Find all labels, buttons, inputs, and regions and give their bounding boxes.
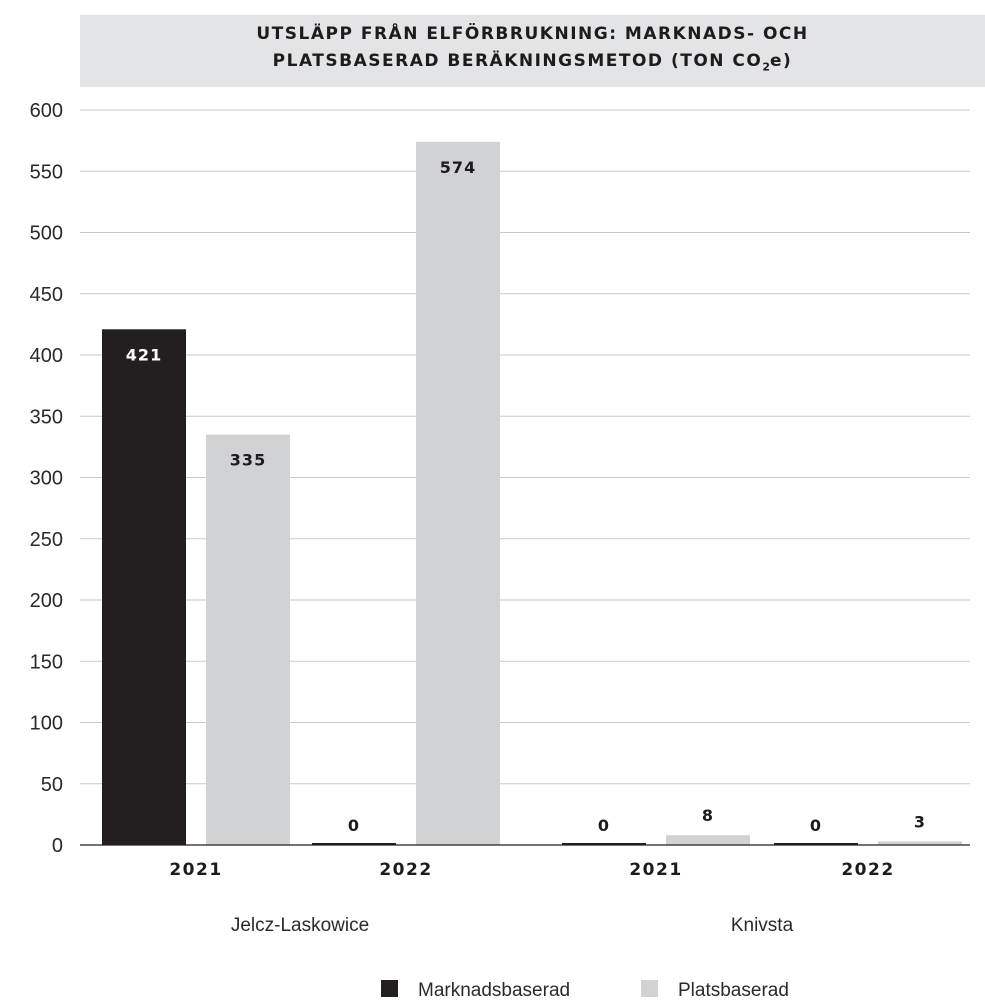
y-tick-label: 450 <box>30 284 63 306</box>
x-category-label: 2022 <box>841 860 894 880</box>
data-label: 0 <box>598 816 610 835</box>
y-axis-ticks: 0 50 100 150 200 250 300 350 400 450 500 550 600 <box>30 100 63 857</box>
x-group-label: Knivsta <box>731 915 794 936</box>
x-category-label: 2021 <box>629 860 682 880</box>
y-tick-label: 400 <box>30 345 63 367</box>
bar <box>878 841 962 845</box>
chart-title-subscript: 2 <box>762 60 771 74</box>
data-label: 3 <box>914 812 926 831</box>
chart-title: UTSLÄPP FRÅN ELFÖRBRUKNING: MARKNADS- OC… <box>80 15 985 87</box>
data-label: 0 <box>810 816 822 835</box>
y-tick-label: 50 <box>41 774 63 796</box>
legend-label: Marknadsbaserad <box>418 980 570 1001</box>
bars <box>102 141 962 846</box>
bar <box>562 843 646 845</box>
y-tick-label: 200 <box>30 590 63 612</box>
bar <box>416 141 500 846</box>
bar <box>774 843 858 845</box>
y-tick-label: 0 <box>52 835 63 857</box>
legend: Marknadsbaserad Platsbaserad <box>381 980 789 1001</box>
data-label: 574 <box>440 158 476 177</box>
y-tick-label: 150 <box>30 651 63 673</box>
chart-title-line-1: UTSLÄPP FRÅN ELFÖRBRUKNING: MARKNADS- OC… <box>256 24 809 45</box>
bar <box>312 843 396 845</box>
chart-title-line-2-main: PLATSBASERAD BERÄKNINGSMETOD (TON CO <box>272 51 763 72</box>
x-category-label: 2021 <box>169 860 222 880</box>
x-group-label: Jelcz-Laskowice <box>231 915 369 936</box>
x-category-label: 2022 <box>379 860 432 880</box>
legend-label: Platsbaserad <box>678 980 789 1001</box>
y-tick-label: 350 <box>30 406 63 428</box>
data-labels: 421 0 0 0 335 574 8 3 <box>126 158 926 835</box>
bar <box>102 329 186 845</box>
chart-title-line-2: PLATSBASERAD BERÄKNINGSMETOD (TON CO2e) <box>273 48 793 80</box>
y-tick-label: 300 <box>30 468 63 490</box>
y-tick-label: 250 <box>30 529 63 551</box>
chart-title-line-2-end: e) <box>770 51 793 72</box>
y-tick-label: 500 <box>30 223 63 245</box>
y-tick-label: 100 <box>30 713 63 735</box>
data-label: 335 <box>230 451 266 470</box>
bar <box>666 835 750 845</box>
data-label: 0 <box>348 816 360 835</box>
data-label: 421 <box>126 345 162 364</box>
x-axis-categories: 2021 2022 2021 2022 Jelcz-Laskowice Knivsta <box>169 860 894 936</box>
y-tick-label: 600 <box>30 100 63 122</box>
legend-swatch <box>381 980 398 997</box>
data-label: 8 <box>702 806 714 825</box>
legend-swatch <box>641 980 658 997</box>
y-tick-label: 550 <box>30 161 63 183</box>
bar <box>206 434 290 845</box>
